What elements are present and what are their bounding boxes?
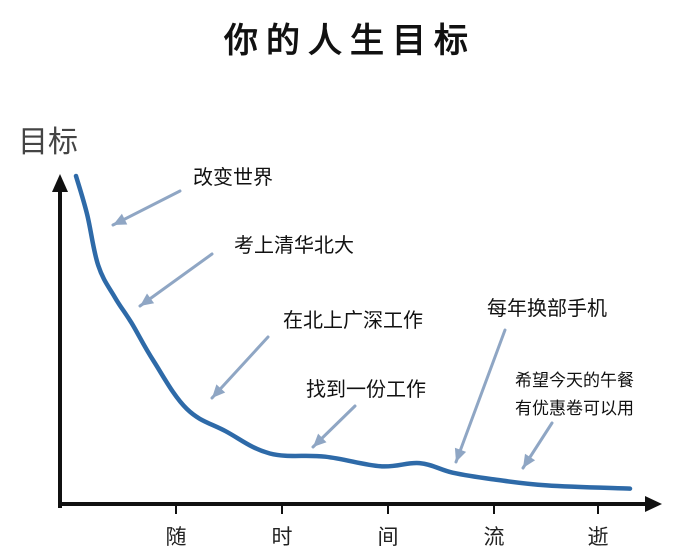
x-tick-label: 随 (166, 525, 187, 549)
chart-title: 你的人生目标 (223, 21, 476, 61)
x-ticks: 随时间流逝 (166, 504, 609, 549)
series-line (76, 176, 630, 489)
annotation-arrowhead (455, 448, 466, 462)
x-tick-label: 间 (378, 525, 399, 549)
annotation-arrowhead (140, 294, 154, 307)
x-tick-label: 时 (272, 525, 293, 549)
annotation-label: 希望今天的午餐 (515, 371, 634, 391)
x-tick-label: 逝 (588, 525, 609, 549)
annotation-label: 每年换部手机 (487, 296, 607, 320)
annotation-label: 在北上广深工作 (283, 308, 423, 332)
y-axis-label: 目标 (18, 125, 78, 160)
y-axis-arrowhead (52, 174, 68, 192)
annotation-label: 找到一份工作 (306, 377, 426, 401)
annotation-label: 改变世界 (193, 165, 273, 189)
annotation-arrow (140, 254, 212, 306)
annotation-label: 考上清华北大 (234, 233, 354, 257)
x-tick-label: 流 (484, 525, 505, 549)
annotation-label: 有优惠卷可以用 (515, 399, 634, 419)
annotation-arrow (456, 330, 505, 462)
x-axis-arrowhead (645, 496, 662, 512)
series-layer (76, 176, 630, 489)
